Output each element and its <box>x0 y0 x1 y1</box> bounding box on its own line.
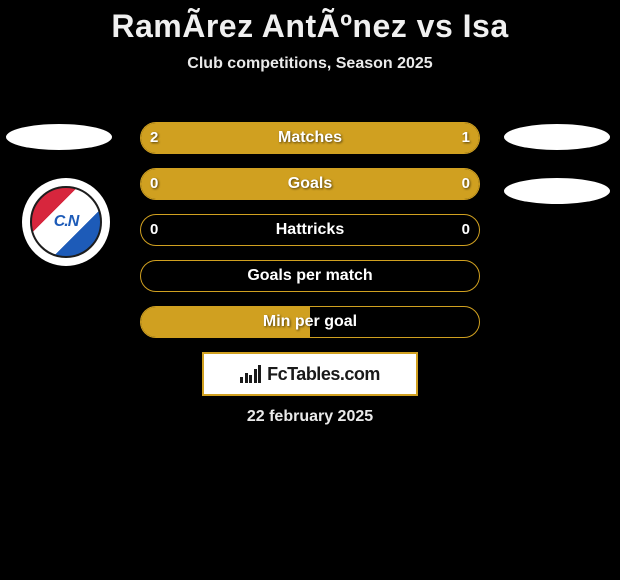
stat-bar-label: Matches <box>140 122 480 154</box>
brand-text: FcTables.com <box>267 364 380 385</box>
stat-bar-label: Goals <box>140 168 480 200</box>
stat-bars-area: Matches21Goals00Hattricks00Goals per mat… <box>0 122 620 352</box>
stat-bar-row: Hattricks0 0 <box>0 214 620 246</box>
stat-bar-row: Min per goal <box>0 306 620 338</box>
stat-bar-right-value: 0 <box>462 168 470 200</box>
stat-bar-left-value: 0 <box>150 214 158 246</box>
stat-bar-row: Matches2 1 <box>0 122 620 154</box>
date-line: 22 february 2025 <box>0 408 620 426</box>
brand-box[interactable]: FcTables.com <box>202 352 418 396</box>
stat-bar-right-value: 1 <box>462 122 470 154</box>
brand-chart-icon <box>240 365 261 383</box>
stat-bar-left-value: 2 <box>150 122 158 154</box>
stat-bar-label: Goals per match <box>140 260 480 292</box>
page-title: RamÃ­rez AntÃºnez vs Isa <box>0 0 620 45</box>
page-subtitle: Club competitions, Season 2025 <box>0 55 620 73</box>
stat-bar-label: Hattricks <box>140 214 480 246</box>
stat-bar-row: Goals per match <box>0 260 620 292</box>
stat-bar-label: Min per goal <box>140 306 480 338</box>
stat-bar-row: Goals0 0 <box>0 168 620 200</box>
stat-bar-right-value: 0 <box>462 214 470 246</box>
stat-bar-left-value: 0 <box>150 168 158 200</box>
